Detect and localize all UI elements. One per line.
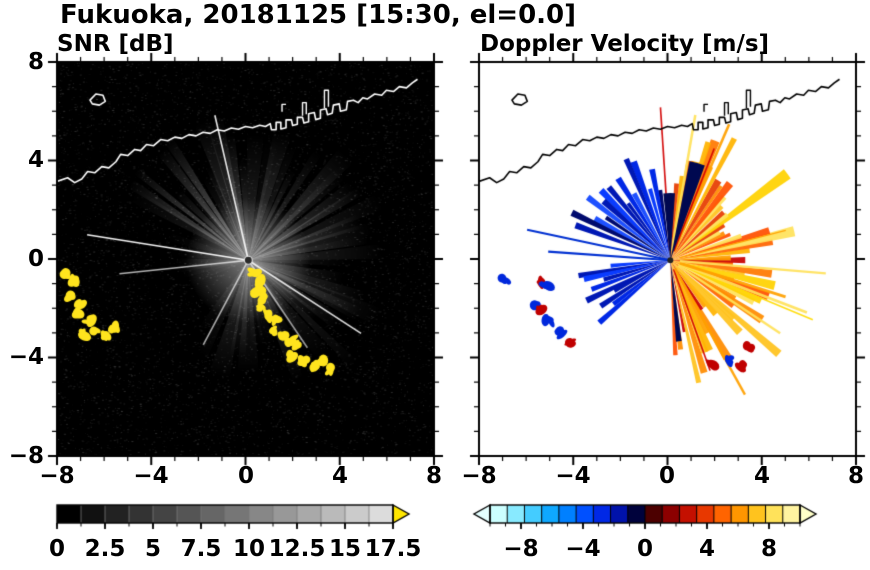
x-tick-label: −8 (39, 463, 75, 489)
x-tick-label: 0 (658, 463, 675, 489)
y-tick-label: −4 (8, 344, 44, 370)
snr-colorbar-label: 7.5 (180, 536, 222, 562)
x-tick-label: 0 (237, 463, 254, 489)
x-tick-label: 4 (753, 463, 770, 489)
x-tick-label: −8 (461, 463, 497, 489)
snr-colorbar-label: 2.5 (84, 536, 126, 562)
x-tick-label: 8 (847, 463, 864, 489)
snr-colorbar-label: 17.5 (364, 536, 422, 562)
snr-colorbar-label: 10 (232, 536, 265, 562)
snr-colorbar-label: 12.5 (268, 536, 326, 562)
snr-colorbar-label: 0 (48, 536, 65, 562)
snr-colorbar-label: 15 (328, 536, 361, 562)
velocity-colorbar-label: 8 (760, 536, 777, 562)
x-tick-label: 8 (425, 463, 442, 489)
velocity-panel-title: Doppler Velocity [m/s] (480, 31, 770, 57)
velocity-colorbar-label: 4 (698, 536, 715, 562)
velocity-colorbar-label: −8 (503, 536, 539, 562)
velocity-colorbar-label: −4 (565, 536, 601, 562)
y-tick-label: 8 (27, 49, 44, 75)
y-tick-label: 4 (27, 147, 44, 173)
x-tick-label: −4 (555, 463, 591, 489)
snr-panel-title: SNR [dB] (57, 31, 174, 57)
y-tick-label: 0 (27, 246, 44, 272)
figure-title: Fukuoka, 20181125 [15:30, el=0.0] (60, 0, 577, 30)
x-tick-label: 4 (331, 463, 348, 489)
snr-colorbar-label: 5 (144, 536, 161, 562)
velocity-colorbar-label: 0 (636, 536, 653, 562)
x-tick-label: −4 (133, 463, 169, 489)
y-tick-label: −8 (8, 443, 44, 469)
